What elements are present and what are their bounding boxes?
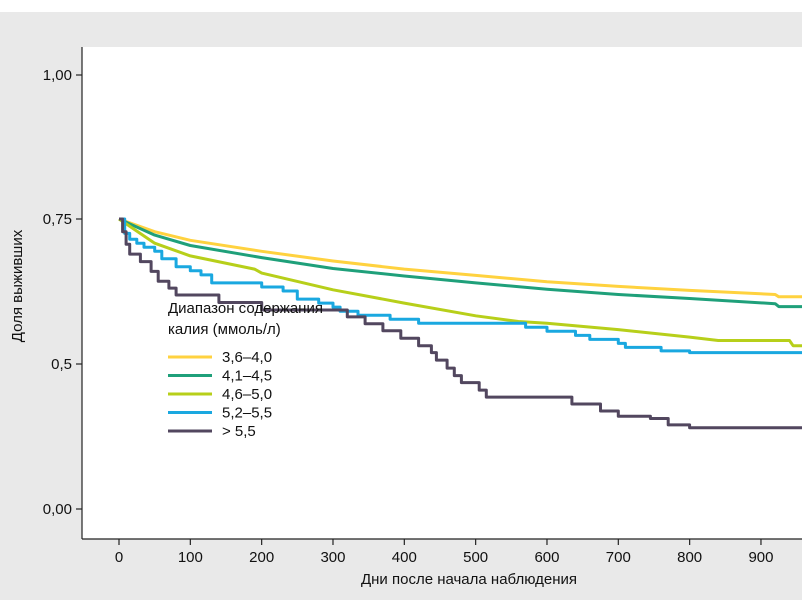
legend-label: 3,6–4,0 xyxy=(222,349,272,366)
y-tick-label: 1,00 xyxy=(43,67,72,84)
legend-label: 4,1–4,5 xyxy=(222,368,272,385)
x-tick-label: 300 xyxy=(320,549,345,566)
x-tick-label: 200 xyxy=(249,549,274,566)
y-axis-label: Доля выживших xyxy=(9,229,26,342)
y-tick-label: 0,00 xyxy=(43,501,72,518)
y-tick-label: 0,75 xyxy=(43,211,72,228)
plot-area xyxy=(82,47,802,539)
top-strip xyxy=(0,0,802,12)
legend-label: 5,2–5,5 xyxy=(222,405,272,422)
legend-label: 4,6–5,0 xyxy=(222,386,272,403)
x-tick-label: 800 xyxy=(677,549,702,566)
x-tick-label: 900 xyxy=(748,549,773,566)
x-axis-label: Дни после начала наблюдения xyxy=(361,571,577,588)
x-tick-label: 600 xyxy=(534,549,559,566)
legend-title-line1: Диапазон содержания xyxy=(168,300,323,317)
x-tick-label: 700 xyxy=(606,549,631,566)
legend-title-line2: калия (ммоль/л) xyxy=(168,321,281,338)
legend-label: > 5,5 xyxy=(222,423,256,440)
x-tick-label: 400 xyxy=(392,549,417,566)
x-tick-label: 100 xyxy=(178,549,203,566)
x-tick-label: 500 xyxy=(463,549,488,566)
x-tick-label: 0 xyxy=(115,549,123,566)
y-tick-label: 0,5 xyxy=(51,356,72,373)
